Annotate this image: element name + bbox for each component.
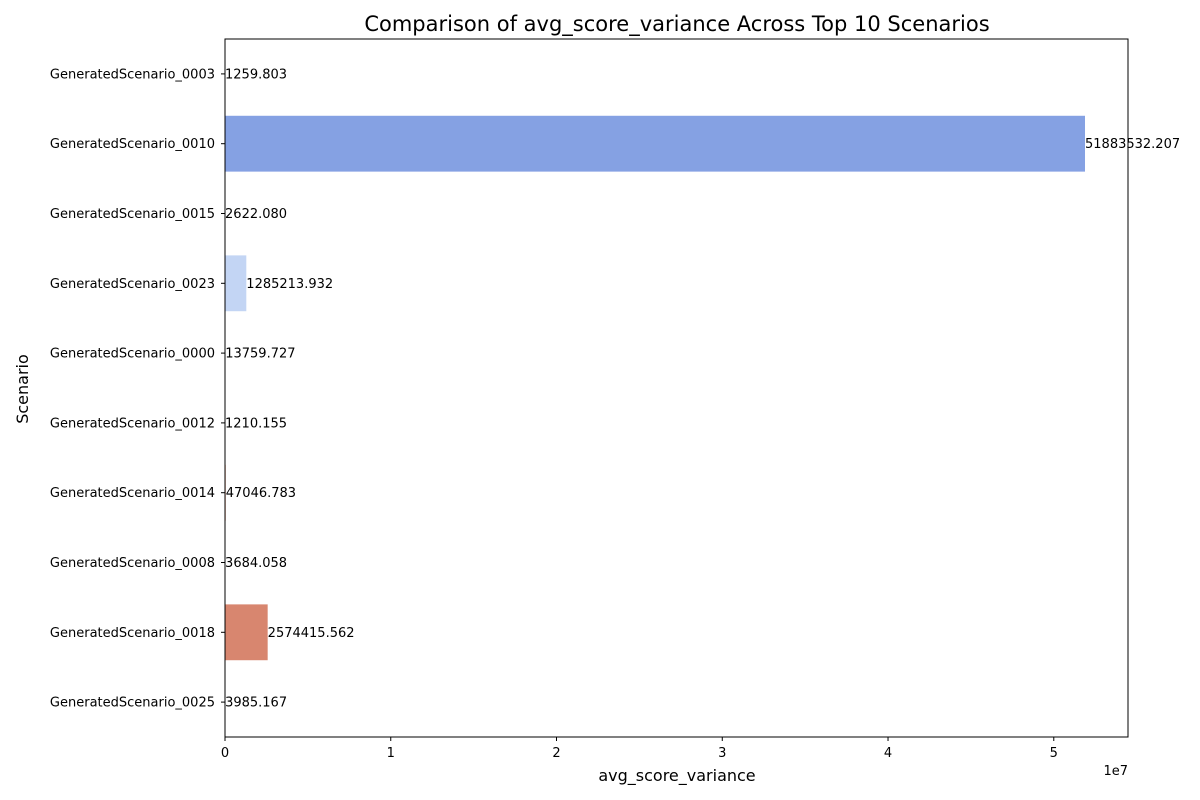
- data-label-GeneratedScenario_0014: 47046.783: [226, 486, 296, 501]
- x-tick-label: 2: [552, 746, 560, 761]
- x-tick-label: 3: [718, 746, 726, 761]
- chart-title: Comparison of avg_score_variance Across …: [364, 12, 989, 37]
- y-tick-label: GeneratedScenario_0014: [50, 486, 215, 501]
- data-label-GeneratedScenario_0015: 2622.080: [225, 207, 287, 222]
- data-label-GeneratedScenario_0025: 3985.167: [225, 696, 287, 711]
- data-label-GeneratedScenario_0023: 1285213.932: [246, 277, 333, 292]
- data-label-GeneratedScenario_0008: 3684.058: [225, 556, 287, 571]
- data-label-GeneratedScenario_0010: 51883532.207: [1085, 137, 1180, 152]
- data-label-GeneratedScenario_0018: 2574415.562: [268, 626, 355, 641]
- x-axis: 0 1 2 3 4 5: [221, 737, 1058, 761]
- bars-layer: [225, 45, 1085, 731]
- x-tick-label: 1: [387, 746, 395, 761]
- y-tick-label: GeneratedScenario_0000: [50, 347, 215, 362]
- y-tick-label: GeneratedScenario_0010: [50, 137, 215, 152]
- bar-GeneratedScenario_0010: [225, 115, 1085, 172]
- y-tick-label: GeneratedScenario_0023: [50, 277, 215, 292]
- data-label-GeneratedScenario_0000: 13759.727: [225, 347, 295, 362]
- y-axis-label: Scenario: [13, 354, 32, 424]
- y-tick-label: GeneratedScenario_0003: [50, 67, 215, 82]
- bar-GeneratedScenario_0018: [225, 604, 268, 661]
- y-tick-label: GeneratedScenario_0025: [50, 696, 215, 711]
- y-tick-label: GeneratedScenario_0015: [50, 207, 215, 222]
- plot-frame: [224, 38, 1129, 738]
- y-axis: GeneratedScenario_0003 GeneratedScenario_…: [50, 67, 225, 711]
- data-label-GeneratedScenario_0012: 1210.155: [225, 416, 287, 431]
- x-axis-label: avg_score_variance: [598, 766, 755, 786]
- y-tick-label: GeneratedScenario_0018: [50, 626, 215, 641]
- data-label-GeneratedScenario_0003: 1259.803: [225, 67, 287, 82]
- y-tick-label: GeneratedScenario_0008: [50, 556, 215, 571]
- x-axis-offset-text: 1e7: [1103, 764, 1128, 779]
- x-tick-label: 4: [884, 746, 892, 761]
- bar-GeneratedScenario_0023: [225, 255, 247, 312]
- y-tick-label: GeneratedScenario_0012: [50, 416, 215, 431]
- x-tick-label: 5: [1050, 746, 1058, 761]
- x-tick-label: 0: [221, 746, 229, 761]
- data-labels-layer: 1259.803 51883532.207 2622.080 1285213.932 1…: [225, 67, 1180, 710]
